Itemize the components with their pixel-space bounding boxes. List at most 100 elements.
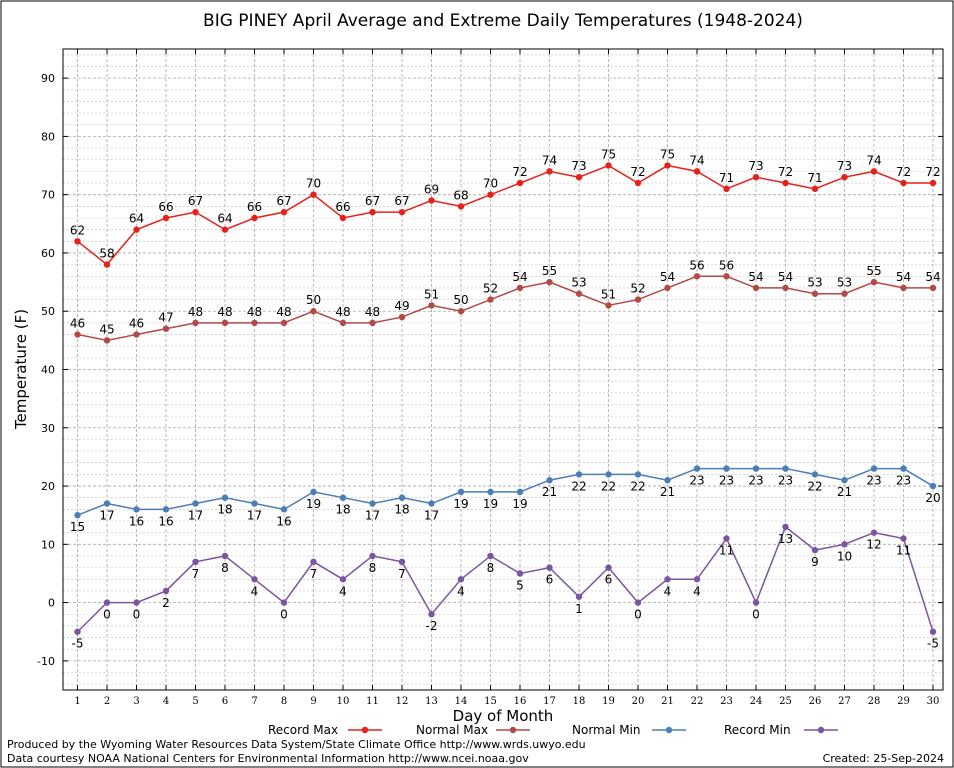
data-point-normal-min (664, 477, 671, 484)
data-point-record-max (192, 208, 199, 216)
data-point-record-min (162, 587, 170, 595)
data-point-record-min (487, 552, 494, 560)
data-label-normal-min: 16 (158, 514, 173, 528)
data-label-normal-min: 16 (276, 514, 291, 528)
y-tick-label: 50 (41, 305, 55, 318)
data-label-record-min: 11 (896, 543, 911, 557)
footer-credit-1: Produced by the Wyoming Water Resources … (7, 738, 586, 751)
data-label-normal-min: 17 (99, 509, 114, 523)
data-label-normal-max: 54 (748, 270, 763, 284)
legend: Record Max Normal Max Normal Min Record Min (268, 723, 838, 737)
data-point-record-max (605, 162, 612, 169)
y-tick-label: 90 (41, 72, 55, 85)
data-point-normal-max (487, 296, 494, 303)
data-point-normal-min (929, 482, 937, 490)
data-point-record-max (133, 226, 140, 233)
data-label-record-max: 74 (866, 153, 881, 167)
x-tick-label: 7 (251, 696, 257, 707)
data-label-normal-max: 50 (453, 293, 468, 307)
series-record-min: -5 0 0 2 7 8 4 0 7 4 8 7 -2 4 8 5 6 1 6 0 4 4 11 0 13 9 10 12 11 -5 (72, 523, 939, 651)
data-point-normal-max (546, 278, 553, 286)
x-tick-label: 10 (337, 696, 350, 707)
data-label-normal-min: 20 (925, 491, 940, 505)
data-label-record-min: -5 (72, 637, 84, 651)
data-point-record-min (103, 599, 111, 606)
data-label-normal-max: 49 (394, 299, 409, 313)
data-point-record-max (487, 191, 494, 198)
data-point-record-max (398, 208, 406, 216)
data-point-normal-min (487, 488, 494, 496)
data-label-normal-max: 51 (601, 287, 616, 301)
data-label-record-max: 74 (542, 153, 557, 167)
data-point-normal-max (634, 296, 642, 303)
data-label-normal-min: 18 (217, 503, 232, 517)
data-label-record-min: 8 (487, 561, 495, 575)
data-point-normal-max (251, 319, 258, 327)
data-label-normal-min: 21 (837, 485, 852, 499)
x-tick-label: 15 (484, 696, 497, 707)
data-label-normal-min: 19 (512, 497, 527, 511)
data-label-record-min: 4 (251, 584, 259, 598)
data-point-normal-max (723, 273, 730, 280)
data-point-record-min (221, 552, 229, 560)
x-axis-ticks: 1 2 3 4 5 6 7 8 9 10 11 12 13 14 15 16 17 18 19 20 21 22 23 24 2… (74, 49, 939, 707)
y-axis-label: Temperature (F) (12, 309, 30, 430)
series-line-normal-min (77, 467, 934, 516)
data-label-record-max: 67 (365, 194, 380, 208)
data-point-normal-min (841, 477, 848, 484)
data-point-normal-min (103, 500, 111, 507)
x-tick-label: 16 (514, 696, 527, 707)
data-label-record-max: 75 (660, 148, 675, 162)
major-grid (63, 49, 943, 690)
data-label-normal-min: 22 (807, 479, 822, 493)
data-point-normal-max (575, 290, 583, 297)
data-point-normal-max (752, 284, 760, 292)
x-tick-label: 2 (104, 696, 110, 707)
data-label-normal-min: 21 (660, 485, 675, 499)
data-point-normal-min (811, 471, 819, 478)
data-point-normal-max (516, 284, 524, 292)
series-line-record-min (76, 525, 934, 633)
data-label-record-min: -2 (426, 619, 438, 633)
data-label-record-max: 58 (99, 247, 114, 261)
data-label-normal-min: 23 (778, 474, 793, 488)
data-point-record-min (280, 599, 288, 606)
footer-created: Created: 25-Sep-2024 (823, 752, 944, 765)
footer-credit-2: Data courtesy NOAA National Centers for … (7, 752, 529, 765)
data-point-normal-min (457, 488, 465, 496)
data-label-record-max: 71 (807, 171, 822, 185)
data-label-normal-min: 22 (571, 479, 586, 493)
y-tick-label: 70 (41, 189, 55, 202)
data-label-record-max: 64 (129, 212, 144, 226)
x-tick-label: 24 (750, 696, 763, 707)
data-label-normal-max: 52 (483, 282, 498, 296)
data-point-record-min (457, 576, 465, 583)
data-point-record-min (841, 541, 848, 548)
data-label-record-min: 0 (133, 608, 141, 622)
data-label-record-min: 7 (398, 567, 406, 581)
data-point-normal-min (310, 488, 317, 496)
data-point-normal-min (428, 500, 435, 507)
data-label-record-max: 67 (276, 194, 291, 208)
data-point-record-max (752, 174, 760, 181)
data-label-normal-min: 22 (601, 479, 616, 493)
data-label-normal-min: 23 (748, 474, 763, 488)
data-label-record-min: 0 (634, 608, 642, 622)
data-point-record-max (664, 162, 671, 169)
data-point-record-min (693, 576, 701, 583)
data-point-record-max (929, 179, 937, 187)
data-label-normal-max: 54 (778, 270, 793, 284)
data-point-record-max (782, 179, 789, 187)
data-point-normal-max (457, 308, 465, 315)
x-tick-label: 14 (455, 696, 468, 707)
data-point-normal-max (103, 337, 111, 344)
legend-label-record-max: Record Max (268, 723, 338, 737)
data-point-normal-max (192, 319, 199, 327)
data-point-record-min (251, 576, 258, 583)
data-point-record-min (546, 564, 553, 571)
data-label-record-max: 71 (719, 171, 734, 185)
data-label-record-max: 67 (188, 194, 203, 208)
x-axis-label: Day of Month (453, 707, 554, 725)
x-tick-label: 27 (838, 696, 851, 707)
data-point-record-max (369, 208, 376, 216)
